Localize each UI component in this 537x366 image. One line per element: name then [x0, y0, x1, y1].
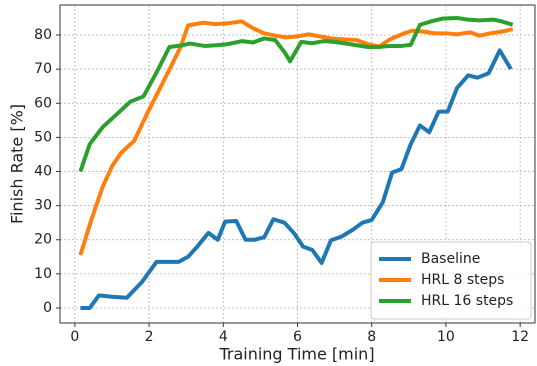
legend-label: HRL 8 steps [421, 272, 504, 288]
series-line [78, 19, 514, 256]
y-tick-label: 10 [34, 266, 52, 282]
legend-label: Baseline [421, 251, 480, 267]
y-tick-label: 20 [34, 232, 52, 248]
y-tick-label: 60 [34, 95, 52, 111]
y-axis-label: Finish Rate [%] [8, 104, 27, 224]
legend-label: HRL 16 steps [421, 293, 513, 309]
x-tick-label: 0 [70, 329, 79, 345]
y-tick-label: 40 [34, 164, 52, 180]
y-tick-label: 70 [34, 61, 52, 77]
x-tick-label: 10 [437, 329, 455, 345]
legend: Baseline HRL 8 steps HRL 16 steps [370, 241, 532, 320]
y-tick-label: 30 [34, 198, 52, 214]
y-tick-label: 80 [34, 27, 52, 43]
x-tick-label: 8 [367, 329, 376, 345]
x-axis-label: Training Time [min] [218, 345, 374, 364]
plot-frame [59, 4, 536, 324]
x-tick-label: 2 [145, 329, 154, 345]
y-tick-label: 0 [43, 300, 52, 316]
x-tick-label: 6 [293, 329, 302, 345]
y-tick-label: 50 [34, 129, 52, 145]
x-tick-label: 12 [511, 329, 529, 345]
series-line [78, 15, 514, 173]
x-tick-label: 4 [219, 329, 228, 345]
series-line [80, 48, 513, 310]
